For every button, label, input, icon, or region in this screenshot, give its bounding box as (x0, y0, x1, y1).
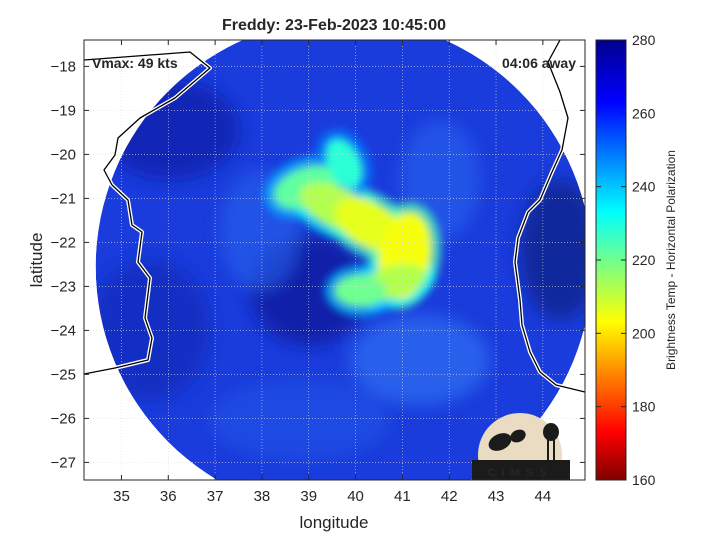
colorbar-tick-label: 260 (632, 105, 656, 121)
coastline-madagascar (514, 40, 585, 393)
y-tick-label: −18 (51, 58, 76, 75)
colorbar-tick-label: 180 (632, 399, 656, 415)
y-tick-label: −20 (51, 146, 76, 163)
y-tick-label: −24 (51, 322, 76, 339)
colorbar-tick-label: 220 (632, 252, 656, 268)
colorbar-ticks: 280 260 240 220 200 180 160 (596, 32, 656, 488)
y-tick-label: −22 (51, 234, 76, 251)
colorbar-tick-label: 280 (632, 32, 656, 48)
x-tick-label: 40 (347, 488, 364, 505)
x-tick-label: 44 (535, 488, 552, 505)
x-tick-label: 38 (254, 488, 271, 505)
colorbar-label: Brightness Temp - Horizontal Polarizatio… (664, 150, 678, 370)
x-tick-label: 37 (207, 488, 224, 505)
logo-dish (488, 433, 512, 451)
logo-text: CIMSS (488, 467, 553, 479)
logo-tower-leg (553, 438, 555, 462)
logo-tower-leg (547, 438, 549, 462)
swath-cool-patch (350, 315, 490, 405)
y-tick-label: −25 (51, 366, 76, 383)
colorbar-tick-label: 200 (632, 325, 656, 341)
colorbar-tick-label: 240 (632, 179, 656, 195)
plot-area: CIMSS (84, 40, 585, 480)
coastline (84, 40, 585, 394)
cold-band-cell (334, 274, 387, 307)
grid (84, 40, 585, 480)
axes-frame (83, 39, 586, 481)
x-axis: 35 36 37 38 39 40 41 42 43 44 (113, 40, 551, 505)
y-tick-label: −27 (51, 454, 76, 471)
y-axis: −18 −19 −20 −21 −22 −23 −24 −25 −26 −27 (51, 58, 585, 471)
colorbar-tick-label: 160 (632, 472, 656, 488)
swath-warm-patch (520, 180, 585, 320)
x-tick-label: 43 (488, 488, 505, 505)
x-axis-label: longitude (299, 513, 368, 532)
time-away-label: 04:06 away (502, 55, 576, 71)
x-tick-label: 42 (441, 488, 458, 505)
cold-band (263, 128, 442, 317)
chart-title: Freddy: 23-Feb-2023 10:45:00 (222, 17, 446, 34)
colorbar: 280 260 240 220 200 180 160 Brightness Temp - … (595, 32, 678, 488)
y-tick-label: −19 (51, 102, 76, 119)
cold-band-cell (325, 138, 363, 188)
y-tick-label: −26 (51, 410, 76, 427)
swath-cool-patch (210, 380, 390, 460)
x-tick-label: 41 (394, 488, 411, 505)
coastline-africa (84, 51, 211, 375)
y-tick-label: −21 (51, 190, 76, 207)
logo-tower-tank (543, 423, 559, 441)
x-tick-label: 35 (113, 488, 130, 505)
x-tick-label: 39 (300, 488, 317, 505)
y-tick-label: −23 (51, 278, 76, 295)
logo-dish (510, 429, 526, 443)
y-axis-label: latitude (27, 233, 46, 288)
x-tick-label: 36 (160, 488, 177, 505)
vmax-label: Vmax: 49 kts (92, 55, 178, 71)
